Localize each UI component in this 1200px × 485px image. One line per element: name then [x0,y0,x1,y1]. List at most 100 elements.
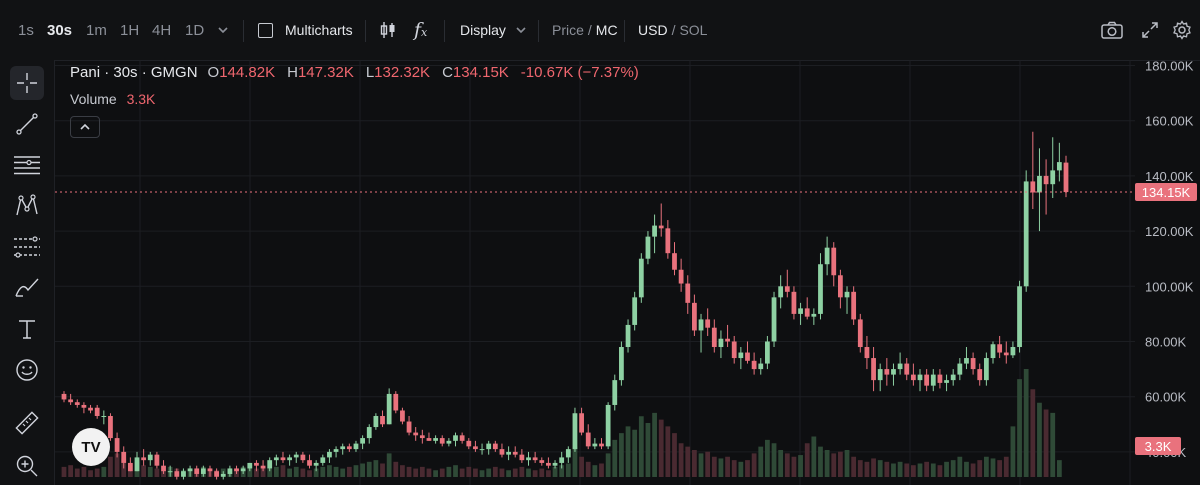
volume-bar [585,461,591,477]
volume-bar [1043,409,1049,477]
candle-body [599,443,604,447]
tradingview-logo[interactable]: TV [72,428,110,466]
candle-body [950,374,956,381]
candle-body [632,297,638,325]
multicharts-toggle[interactable]: Multicharts [258,0,353,60]
candle-body [917,374,923,381]
interval-1h[interactable]: 1H [120,21,140,39]
gear-icon [1173,20,1191,40]
volume-bar [818,446,823,477]
volume-bar [990,458,996,477]
chevron-down-icon [516,27,526,34]
candle-body [831,247,837,276]
candle-type-button[interactable] [378,0,398,60]
candlestick-icon [380,22,395,38]
candle-body [300,454,306,461]
interval-4h[interactable]: 4H [152,21,172,39]
candle-body [400,410,405,422]
candle-body [453,435,458,441]
volume-bar [857,460,863,477]
volume-bar [831,453,837,477]
usd-option[interactable]: USD [638,22,668,38]
candle-body [765,341,770,364]
candle-body [101,416,107,418]
fullscreen-button[interactable] [1141,0,1159,60]
candle-body [473,446,478,450]
candle-body [207,468,213,472]
volume-bar [592,465,598,477]
volume-bar [419,466,425,477]
measure-tool[interactable] [10,406,44,440]
sol-option[interactable]: SOL [679,22,708,38]
volume-bar [1030,389,1036,477]
candle-body [698,319,704,331]
candle-body [260,465,266,469]
interval-1m[interactable]: 1m [86,21,107,39]
volume-bar [851,456,857,477]
volume-bar [725,456,730,477]
candle-body [837,275,843,298]
interval-1s[interactable]: 1s [18,21,34,39]
volume-bar [771,443,777,477]
volume-bar [652,412,657,477]
low-label: L [365,64,375,81]
volume-bar [871,458,876,477]
indicators-button[interactable]: fx [414,0,427,60]
crosshair-tool[interactable] [10,66,44,100]
volume-bar [313,468,319,477]
candle-body [519,454,525,461]
trend-line-tool[interactable] [10,107,44,141]
volume-bar [479,470,485,477]
interval-dropdown-button[interactable] [216,0,230,60]
volume-bar [711,456,717,477]
settings-button[interactable] [1172,0,1192,60]
ohlc-legend: Pani · 30s · GMGN O144.82K H147.32K L132… [70,64,639,81]
mc-option[interactable]: MC [595,22,618,38]
candle-body [247,462,253,469]
volume-bar [645,423,651,477]
volume-bar [612,439,618,477]
currency-toggle[interactable]: USD / SOL [638,0,707,60]
collapse-legend-button[interactable] [70,116,100,138]
volume-bar [300,468,306,477]
interval-1d[interactable]: 1D [185,21,205,39]
candle-body [665,228,671,254]
candle-body [479,449,485,451]
volume-bar [937,465,943,477]
zoom-tool[interactable] [10,449,44,483]
price-option[interactable]: Price [552,22,584,38]
candle-body [857,319,863,348]
candle-body [685,283,691,303]
emoji-tool[interactable] [10,353,44,387]
volume-bar [280,465,286,477]
text-tool[interactable] [10,312,44,346]
display-dropdown[interactable]: Display [460,0,528,60]
volume-bar [327,465,332,477]
pattern-tool[interactable] [10,189,44,223]
slash-separator: / [671,22,676,38]
candle-body [419,435,425,439]
candle-body [718,338,724,348]
volume-bar [532,470,538,477]
candle-body [214,471,220,477]
volume-bar [1017,379,1022,477]
brush-tool[interactable] [10,271,44,305]
volume-legend: Volume 3.3K [70,91,155,107]
candle-body [121,451,127,463]
y-tick-label: 100.00K [1145,279,1194,294]
fibonacci-tool[interactable] [10,230,44,264]
price-mc-toggle[interactable]: Price / MC [552,0,618,60]
candle-body [871,358,876,381]
screenshot-button[interactable] [1101,0,1123,60]
candle-body [897,363,903,370]
candle-body [380,416,385,425]
horizontal-lines-tool[interactable] [10,148,44,182]
candle-body [1023,181,1029,287]
price-chart[interactable]: 40.00K60.00K80.00K100.00K120.00K140.00K1… [55,60,1200,485]
candle-body [466,440,472,447]
slash-separator: / [587,22,592,38]
interval-30s[interactable]: 30s [47,21,73,39]
candle-body [1043,175,1049,185]
volume-bar [466,466,472,477]
volume-bar [413,468,419,477]
